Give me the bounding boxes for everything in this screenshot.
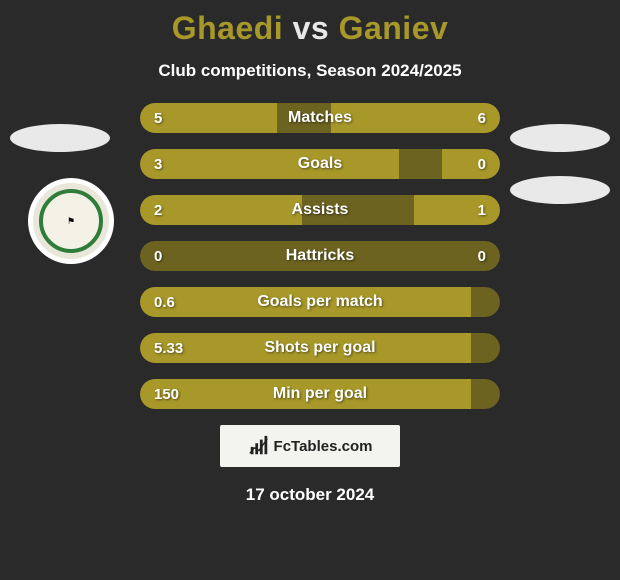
stat-fill-left xyxy=(140,379,471,409)
stat-fill-right xyxy=(442,149,500,179)
brand-box[interactable]: FcTables.com xyxy=(220,425,400,467)
stat-row: 56Matches xyxy=(140,103,500,133)
comparison-subtitle: Club competitions, Season 2024/2025 xyxy=(0,61,620,81)
player-left-club-badge: ⚑ xyxy=(28,178,114,264)
title-vs: vs xyxy=(293,10,330,46)
stat-fill-left xyxy=(140,195,302,225)
club-badge-inner: ⚑ xyxy=(39,189,103,253)
stat-fill-left xyxy=(140,103,277,133)
brand-label: FcTables.com xyxy=(274,438,373,455)
stat-row: 0.6Goals per match xyxy=(140,287,500,317)
player-left-name: Ghaedi xyxy=(172,10,283,46)
stat-row: 00Hattricks xyxy=(140,241,500,271)
player-right-avatar xyxy=(510,124,610,152)
chart-icon xyxy=(248,435,270,457)
stat-fill-right xyxy=(414,195,500,225)
stat-fill-right xyxy=(331,103,500,133)
stat-row: 5.33Shots per goal xyxy=(140,333,500,363)
player-right-club-placeholder xyxy=(510,176,610,204)
stat-fill-left xyxy=(140,149,399,179)
stat-track xyxy=(140,241,500,271)
stat-fill-left xyxy=(140,287,471,317)
stats-bars: 56Matches 30Goals 21Assists 00Hattricks 0.6G… xyxy=(140,103,500,409)
stat-fill-left xyxy=(140,333,471,363)
comparison-date: 17 october 2024 xyxy=(0,485,620,505)
stat-row: 21Assists xyxy=(140,195,500,225)
stat-row: 150Min per goal xyxy=(140,379,500,409)
comparison-title: Ghaedi vs Ganiev xyxy=(0,0,620,47)
player-right-name: Ganiev xyxy=(339,10,449,46)
stat-row: 30Goals xyxy=(140,149,500,179)
player-left-avatar xyxy=(10,124,110,152)
